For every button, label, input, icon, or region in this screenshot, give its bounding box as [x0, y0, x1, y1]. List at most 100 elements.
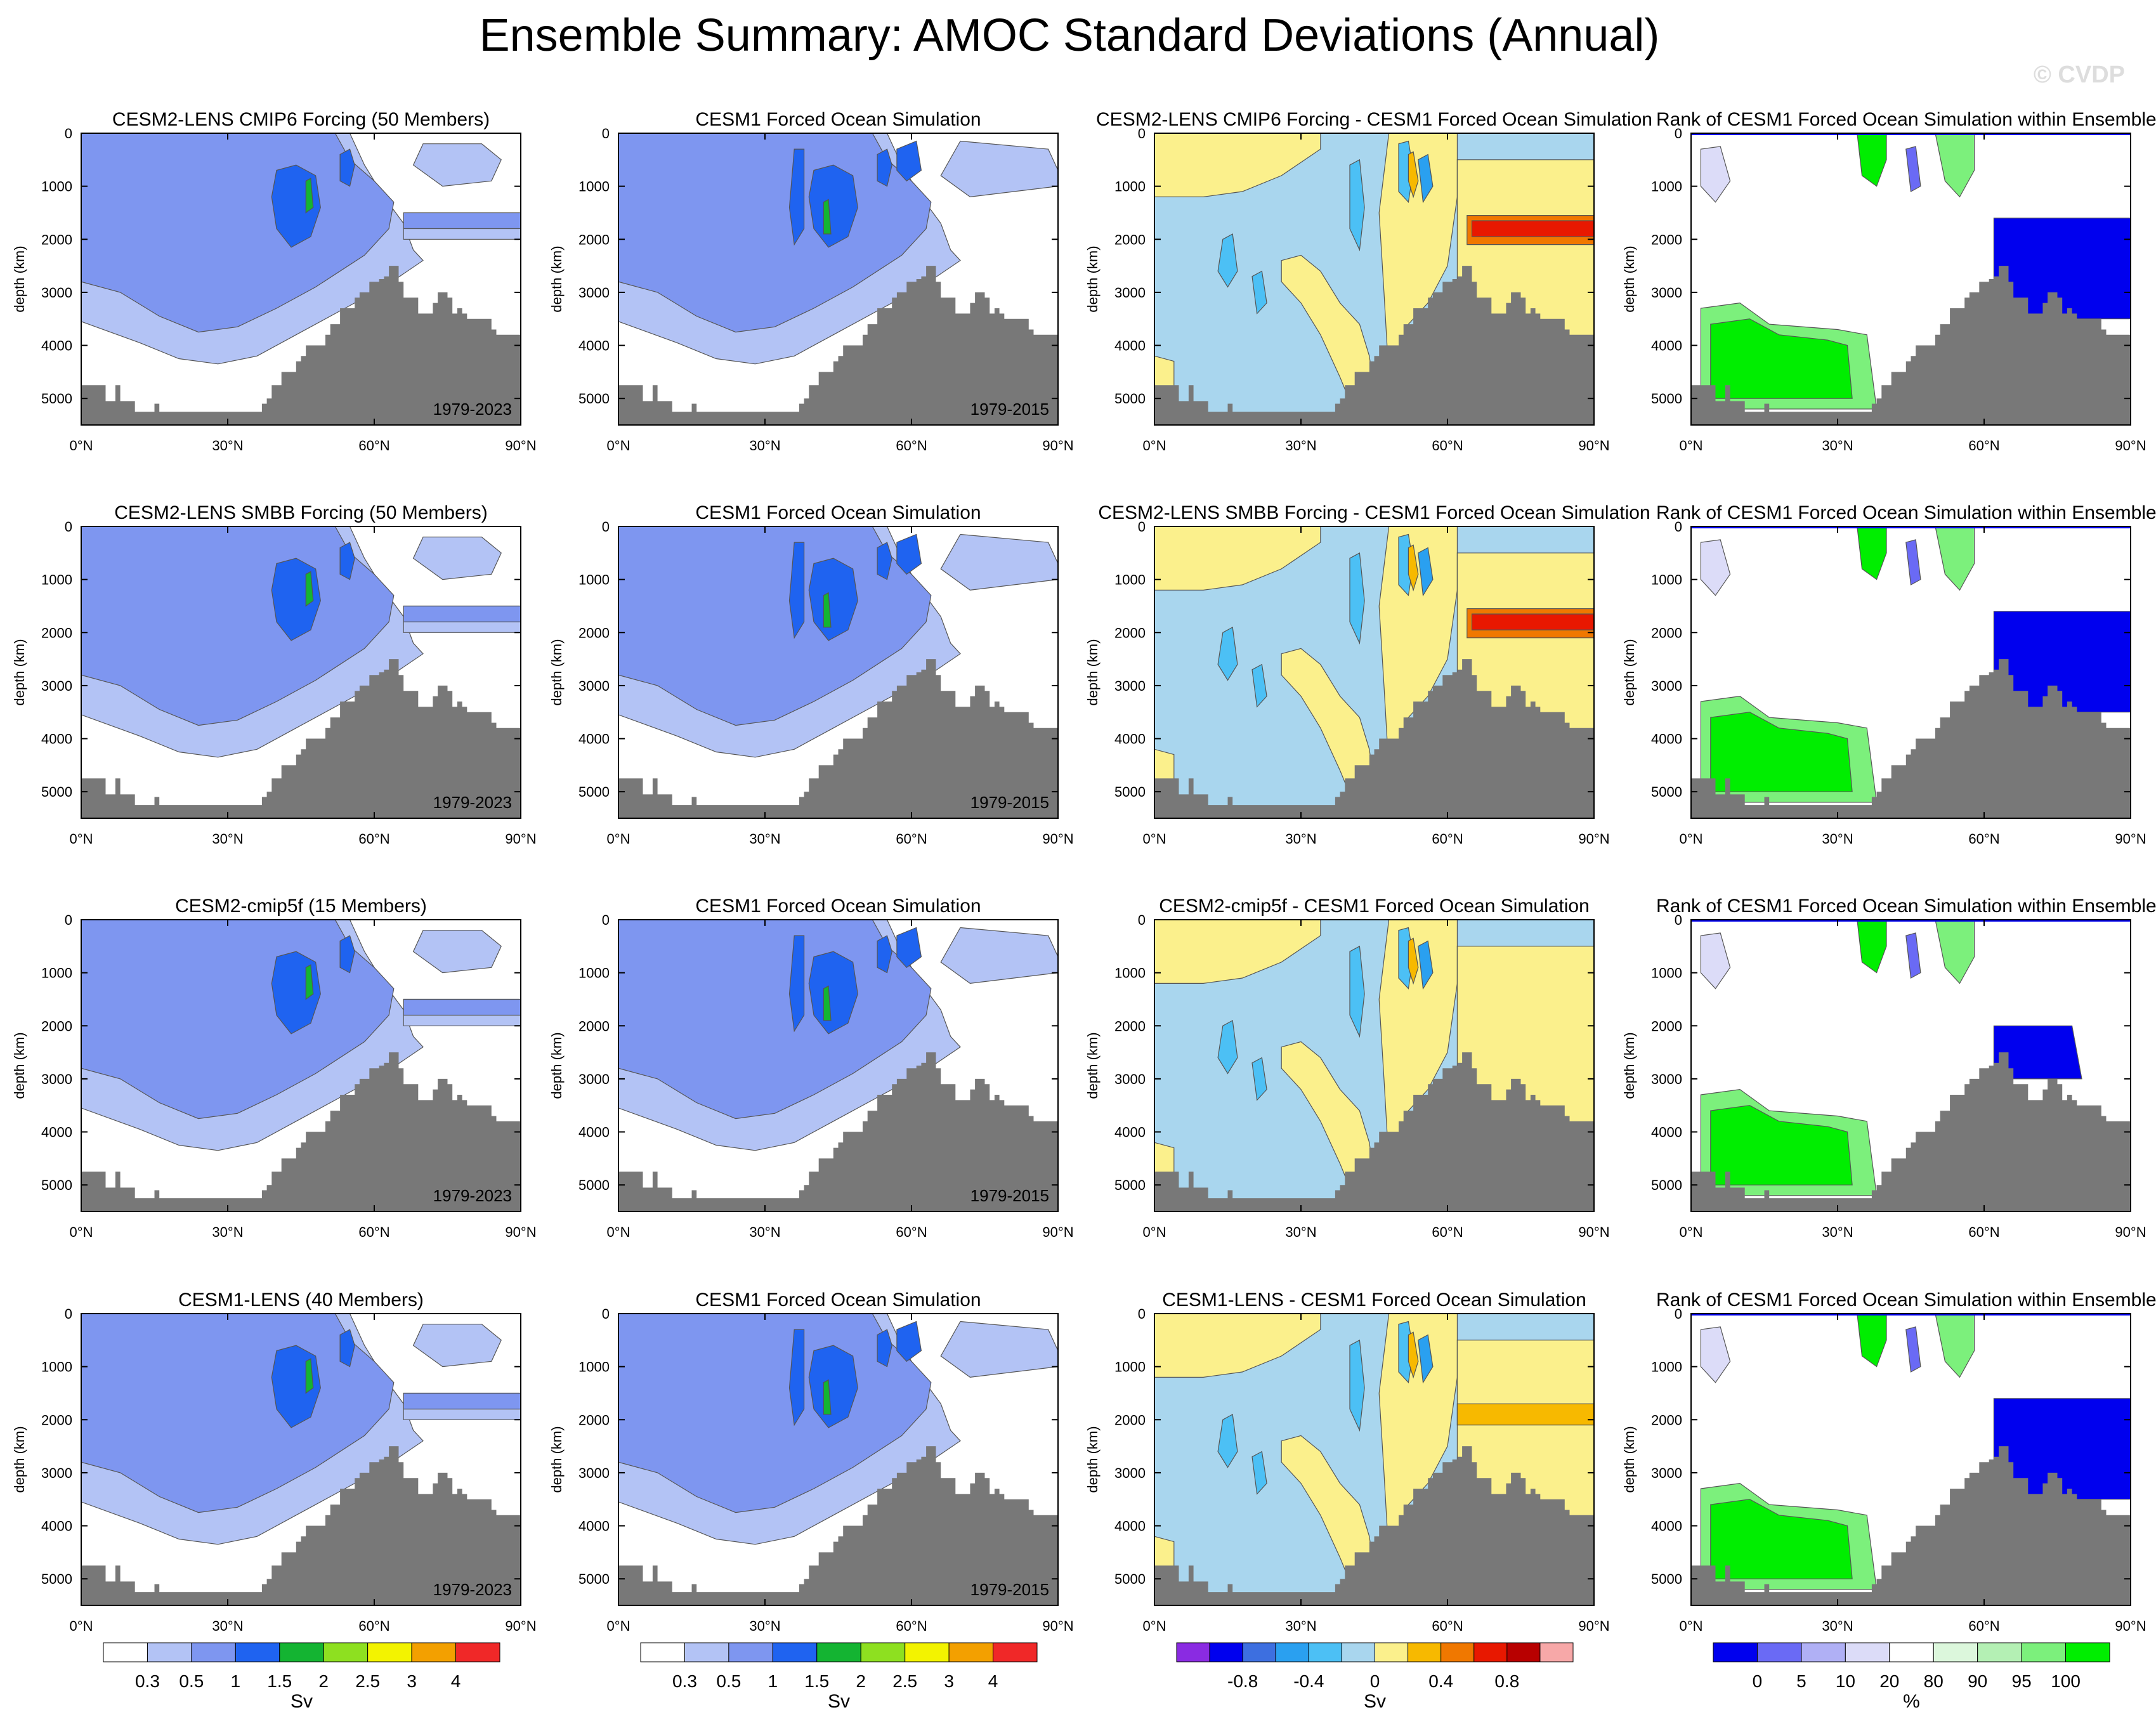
y-tick-label: 0 [1675, 912, 1682, 928]
x-tick-label: 30°N [1285, 1224, 1316, 1240]
x-tick-label: 0°N [1680, 1618, 1703, 1634]
y-tick-label: 2000 [41, 232, 72, 247]
panel-field [1691, 133, 2131, 425]
colorbar-swatch [728, 1642, 773, 1662]
contour-1p0-north [877, 935, 892, 974]
panel-title: CESM1 Forced Ocean Simulation [695, 1289, 981, 1310]
diff-positive-band-0p8 [1471, 220, 1594, 237]
y-tick-label: 4000 [1651, 1125, 1682, 1140]
colorbar-label: 4 [451, 1671, 461, 1691]
contour-1p0-ridge [896, 533, 922, 575]
y-tick-label: 0 [1675, 1306, 1682, 1322]
rank-high-ridge [1935, 133, 1975, 198]
x-tick-label: 0°N [70, 1224, 93, 1240]
y-tick-label: 5000 [1651, 1571, 1682, 1587]
plot-frame [618, 1313, 1059, 1606]
panel-r1-c2: 0 1000 2000 3000 4000 5000 0°N 30°N 60°N 90°N dept… [1085, 502, 1650, 847]
y-tick-label: 5000 [1651, 1177, 1682, 1193]
x-tick-label: 30°N [1285, 438, 1316, 454]
y-tick-label: 1000 [1651, 572, 1682, 588]
y-tick-label: 2000 [41, 625, 72, 641]
panel-r1-c0: 0 1000 2000 3000 4000 5000 0°N 30°N 60°N 90°N dept… [11, 502, 537, 847]
colorbar-swatch [993, 1642, 1038, 1662]
x-tick-label: 30°N [212, 1224, 243, 1240]
x-tick-label: 60°N [1432, 1224, 1463, 1240]
contour-1p0-core [808, 558, 858, 641]
x-tick-label: 60°N [1968, 438, 1999, 454]
panel-title: CESM2-LENS CMIP6 Forcing (50 Members) [112, 109, 490, 130]
panel-field [1154, 920, 1594, 1211]
diff-negative-cell-2 [1251, 270, 1267, 315]
contour-north-patch [412, 1324, 502, 1368]
y-tick-label: 3000 [41, 1071, 72, 1087]
panel-r0-c2: 0 1000 2000 3000 4000 5000 0°N 30°N 60°N 90°N dept… [1085, 109, 1652, 454]
contour-2p0-core [823, 592, 832, 628]
plot-frame [81, 1313, 521, 1606]
panel-r2-c0: 0 1000 2000 3000 4000 5000 0°N 30°N 60°N 90°N dept… [11, 896, 537, 1240]
contour-north-patch [940, 140, 1058, 198]
bathymetry-mask [618, 1446, 1058, 1605]
colorbar-label: 0 [1370, 1671, 1380, 1691]
panel-title: CESM2-cmip5f (15 Members) [175, 896, 427, 917]
y-tick-label: 2000 [41, 1018, 72, 1034]
y-tick-label: 3000 [1114, 678, 1146, 694]
bathymetry-mask [1154, 1052, 1594, 1211]
colorbar-swatch [1889, 1642, 1934, 1662]
colorbar-label: -0.8 [1227, 1671, 1258, 1691]
x-tick-label: 60°N [896, 438, 927, 454]
bathymetry-mask [618, 266, 1058, 425]
colorbar-swatch [684, 1642, 729, 1662]
x-tick-label: 0°N [1680, 831, 1703, 847]
bathymetry-mask [81, 266, 521, 425]
panel-title: Rank of CESM1 Forced Ocean Simulation wi… [1656, 896, 2156, 917]
x-tick-label: 30°N [749, 831, 780, 847]
colorbar-unit: % [1903, 1691, 1920, 1712]
y-tick-label: 4000 [1114, 338, 1146, 354]
y-tick-label: 3000 [1651, 285, 1682, 301]
bathymetry-mask [618, 1052, 1058, 1211]
period-label: 1979-2023 [433, 1580, 512, 1599]
y-tick-label: 4000 [41, 338, 72, 354]
y-axis-label: depth (km) [1621, 245, 1637, 312]
y-tick-label: 4000 [1651, 1518, 1682, 1534]
diff-positive-small [1408, 151, 1419, 199]
colorbar-2: -0.8 -0.4 0 0.4 0.8 Sv [1176, 1642, 1574, 1712]
y-tick-label: 3000 [578, 1071, 610, 1087]
x-tick-label: 90°N [2115, 1224, 2146, 1240]
contour-deep-core [403, 998, 521, 1016]
y-tick-label: 3000 [578, 285, 610, 301]
rank-top-deep [1710, 1499, 1853, 1579]
y-axis-label: depth (km) [11, 245, 27, 312]
colorbar-swatch [1209, 1642, 1243, 1662]
x-tick-label: 0°N [607, 831, 630, 847]
figure-title: Ensemble Summary: AMOC Standard Deviatio… [480, 10, 1660, 61]
y-tick-label: 3000 [1651, 1071, 1682, 1087]
contour-north-patch [940, 927, 1058, 984]
y-tick-label: 1000 [1114, 179, 1146, 195]
diff-positive-west [1154, 1314, 1321, 1378]
diff-negative-cell-2 [1251, 1057, 1267, 1101]
contour-1p0-core [808, 951, 858, 1035]
y-tick-label: 5000 [41, 1571, 72, 1587]
panel-title: Rank of CESM1 Forced Ocean Simulation wi… [1656, 109, 2156, 130]
y-axis-label: depth (km) [11, 1426, 27, 1492]
y-tick-label: 5000 [1651, 784, 1682, 800]
colorbar-label: 2.5 [355, 1671, 380, 1691]
contour-deep-core [403, 1392, 521, 1410]
diff-positive-band-0p8 [1471, 613, 1594, 630]
contour-north-patch [412, 537, 502, 580]
plot-frame [1690, 133, 2131, 426]
x-tick-label: 30°N [749, 1224, 780, 1240]
x-tick-label: 90°N [505, 831, 536, 847]
contour-north-patch [412, 143, 502, 187]
colorbar-swatch [279, 1642, 324, 1662]
rank-high-ridge [1935, 1314, 1975, 1378]
period-label: 1979-2023 [433, 400, 512, 419]
x-tick-label: 60°N [1968, 1618, 1999, 1634]
panel-r2-c3: 0 1000 2000 3000 4000 5000 0°N 30°N 60°N 90°N dept… [1621, 896, 2156, 1240]
y-tick-label: 2000 [1114, 625, 1146, 641]
cvdp-watermark: © CVDP [2034, 62, 2125, 88]
x-tick-label: 90°N [505, 1224, 536, 1240]
x-tick-label: 0°N [1143, 831, 1166, 847]
